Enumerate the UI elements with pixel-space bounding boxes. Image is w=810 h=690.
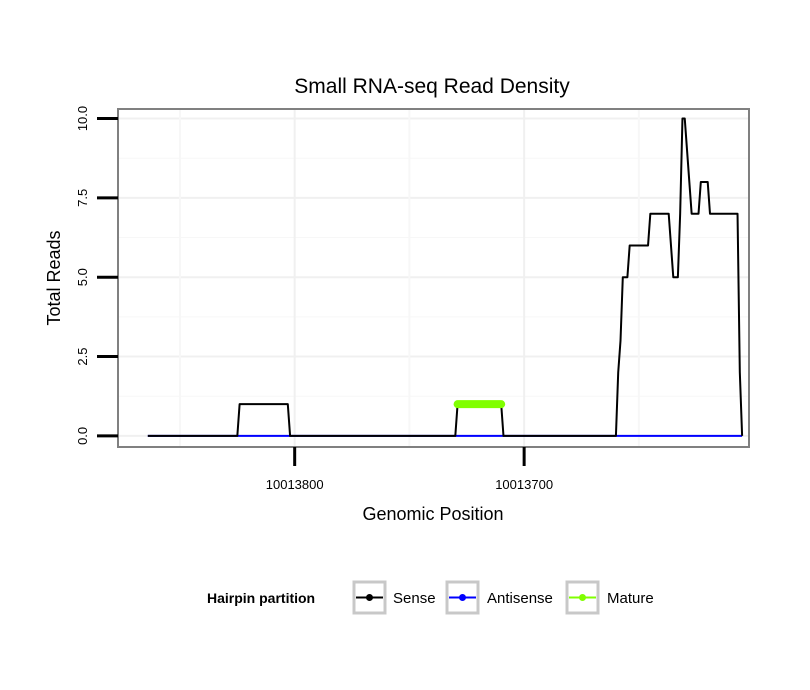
y-tick-label: 7.5 bbox=[75, 189, 90, 207]
y-axis: 0.0 2.5 5.0 7.5 10.0 bbox=[75, 106, 118, 445]
chart-title: Small RNA-seq Read Density bbox=[294, 75, 570, 98]
legend: Hairpin partition Sense Antisense Mature bbox=[207, 580, 654, 615]
legend-dot-antisense bbox=[459, 594, 466, 601]
grid-lines bbox=[118, 109, 749, 447]
legend-title: Hairpin partition bbox=[207, 590, 315, 606]
y-axis-label: Total Reads bbox=[44, 230, 64, 325]
series-line-sense bbox=[147, 117, 744, 437]
legend-label-mature: Mature bbox=[607, 590, 654, 607]
x-tick-label: 10013800 bbox=[266, 477, 324, 492]
y-tick-label: 0.0 bbox=[75, 427, 90, 445]
y-tick-label: 5.0 bbox=[75, 268, 90, 286]
legend-dot-mature bbox=[579, 594, 586, 601]
x-tick-label: 10013700 bbox=[495, 477, 553, 492]
y-tick-label: 10.0 bbox=[75, 106, 90, 131]
y-tick-label: 2.5 bbox=[75, 348, 90, 366]
series-layer bbox=[147, 117, 744, 437]
legend-dot-sense bbox=[366, 594, 373, 601]
x-axis: 10013800 10013700 bbox=[266, 447, 553, 492]
x-axis-label: Genomic Position bbox=[362, 504, 503, 524]
legend-label-antisense: Antisense bbox=[487, 590, 553, 607]
legend-label-sense: Sense bbox=[393, 590, 436, 607]
